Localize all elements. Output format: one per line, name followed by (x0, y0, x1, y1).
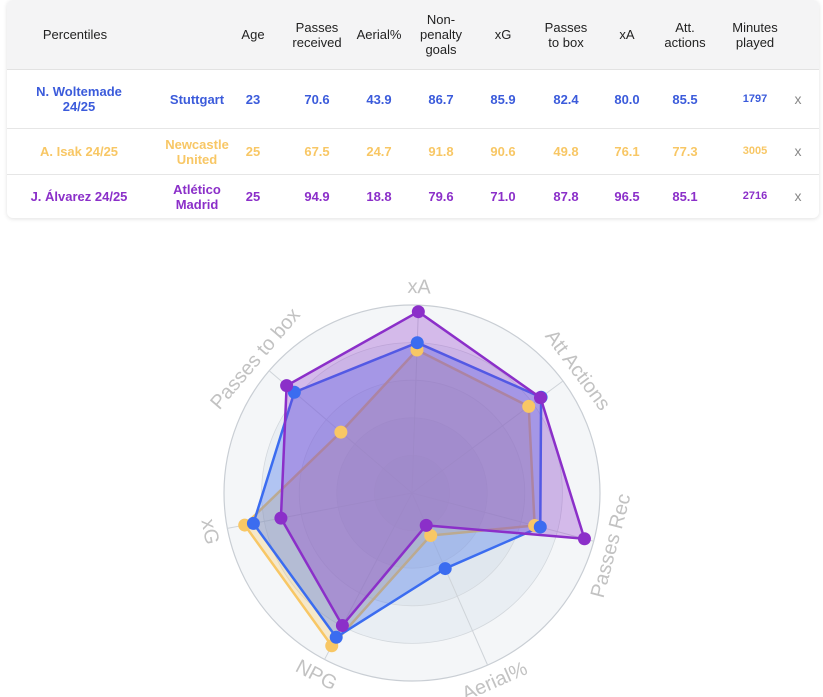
value-age: 25 (245, 144, 261, 159)
value-att-actions: 85.1 (672, 189, 698, 204)
value-att-actions: 77.3 (672, 144, 698, 159)
table-row: J. Álvarez 24/25 Atlético Madrid 25 94.9 18.… (7, 175, 819, 218)
radar-point (410, 336, 424, 350)
radar-point (329, 630, 343, 644)
radar-point (246, 516, 260, 530)
remove-row-button[interactable]: x (794, 188, 802, 204)
header-att-actions: Att. actions (664, 19, 706, 50)
value-passes-to-box: 82.4 (553, 91, 579, 107)
value-npg: 79.6 (428, 189, 454, 204)
header-aerial: Aerial% (356, 27, 402, 42)
value-xg: 71.0 (490, 189, 516, 204)
table-header: Percentiles Age Passes received Aerial% Non-… (7, 0, 819, 70)
team-name: Newcastle United (165, 136, 229, 167)
radar-point (335, 618, 349, 632)
radar-point (533, 520, 547, 534)
value-xa: 80.0 (614, 91, 640, 107)
radar-axis-label: xG (196, 517, 222, 546)
remove-row-button[interactable]: x (794, 90, 802, 107)
value-xa: 96.5 (614, 189, 640, 204)
comparison-table: Percentiles Age Passes received Aerial% Non-… (7, 0, 819, 218)
radar-series-area (252, 341, 543, 639)
value-xg: 85.9 (490, 91, 516, 107)
team-name: Stuttgart (169, 91, 225, 107)
value-npg: 91.8 (428, 144, 454, 159)
value-age: 23 (245, 91, 261, 107)
player-name: J. Álvarez 24/25 (30, 189, 128, 204)
header-passes-to-box: Passes to box (544, 19, 588, 50)
remove-row-button[interactable]: x (794, 143, 802, 159)
radar-point (334, 425, 348, 439)
value-passes-to-box: 87.8 (553, 189, 579, 204)
table-row: A. Isak 24/25 Newcastle United 25 67.5 24.7 9… (7, 129, 819, 175)
radar-point (274, 511, 288, 525)
value-npg: 86.7 (428, 91, 454, 107)
value-passes-received: 70.6 (304, 91, 330, 107)
value-xa: 76.1 (614, 144, 640, 159)
radar-series-group (238, 305, 591, 653)
header-age: Age (241, 27, 265, 42)
table-row: N. Woltemade 24/25 Stuttgart 23 70.6 43.9 86.… (7, 70, 819, 129)
radar-axis-label: xA (407, 276, 432, 299)
radar-spoke (411, 492, 594, 542)
header-npg: Non-penalty goals (420, 12, 462, 57)
radar-background (223, 304, 601, 682)
radar-point (577, 532, 591, 546)
value-passes-to-box: 49.8 (553, 144, 579, 159)
value-aerial: 24.7 (366, 144, 392, 159)
player-name: N. Woltemade 24/25 (36, 84, 122, 114)
value-att-actions: 85.5 (672, 91, 698, 107)
radar-point (438, 562, 452, 576)
value-passes-received: 94.9 (304, 189, 330, 204)
value-minutes-played: 2716 (742, 190, 768, 202)
header-minutes: Minutes played (732, 19, 778, 50)
radar-point (419, 518, 433, 532)
value-aerial: 43.9 (366, 91, 392, 107)
value-minutes-played: 1797 (742, 92, 768, 105)
header-xa: xA (619, 27, 635, 42)
radar-series-area (279, 310, 586, 627)
value-aerial: 18.8 (366, 189, 392, 204)
radar-point (411, 305, 425, 319)
value-age: 25 (245, 189, 261, 204)
radar-point (424, 529, 438, 543)
radar-point (522, 399, 536, 413)
radar-point (533, 391, 547, 405)
radar-series-area (243, 348, 536, 648)
radar-point (280, 379, 294, 393)
header-percentiles: Percentiles (42, 27, 108, 42)
value-xg: 90.6 (490, 144, 516, 159)
value-passes-received: 67.5 (304, 144, 330, 159)
value-minutes-played: 3005 (742, 145, 768, 157)
header-xg: xG (494, 27, 512, 42)
player-name: A. Isak 24/25 (39, 144, 119, 159)
header-passes-received: Passes received (292, 19, 342, 50)
team-name: Atlético Madrid (173, 181, 221, 212)
